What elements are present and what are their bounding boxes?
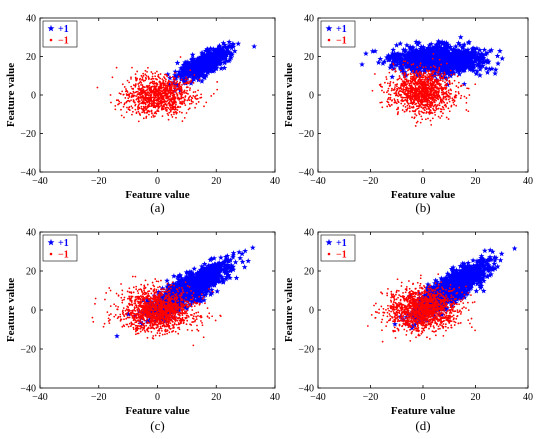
series-negative-points (366, 273, 476, 343)
x-tick-label: −40 (32, 176, 48, 187)
y-tick-label: 20 (26, 267, 36, 278)
x-axis-label: Feature value (125, 405, 189, 417)
series-positive-points (114, 244, 256, 339)
x-tick-label: 20 (211, 392, 221, 403)
legend: +1−1 (320, 234, 356, 262)
series-marks (392, 245, 518, 331)
y-tick-label: 40 (26, 14, 36, 25)
legend-label-negative: −1 (336, 250, 347, 261)
y-tick-label: −40 (20, 384, 36, 395)
x-axis-label: Feature value (391, 405, 455, 417)
panel-caption: (a) (150, 200, 164, 215)
y-axis-label: Feature value (5, 63, 17, 127)
series-marks (366, 273, 476, 343)
x-tick-label: 40 (270, 392, 280, 403)
x-tick-label: 0 (155, 176, 160, 187)
y-tick-label: 20 (26, 52, 36, 63)
legend: +1−1 (42, 234, 78, 262)
legend-label-negative: −1 (58, 250, 69, 261)
series-marks (371, 52, 477, 127)
legend-star-marker (47, 24, 55, 32)
legend-star-marker (325, 238, 333, 246)
y-tick-label: 20 (304, 52, 314, 63)
scatter-panel-1: −40 −20 0 20 40 40 20 0 −20 −40 Feature value Featu… (5, 14, 280, 216)
x-tick-label: −40 (32, 392, 48, 403)
x-tick-label: 20 (471, 392, 481, 403)
legend-label-negative: −1 (336, 36, 347, 47)
x-tick-label: 40 (523, 392, 533, 403)
y-tick-label: 0 (309, 306, 314, 317)
legend-star-marker (325, 24, 333, 32)
x-tick-label: −20 (363, 176, 379, 187)
series-marks (91, 275, 222, 347)
legend-label-positive: +1 (58, 24, 69, 35)
legend-dot-marker (49, 252, 53, 256)
series-marks (359, 34, 506, 88)
x-tick-label: 0 (421, 392, 426, 403)
x-tick-label: 40 (270, 176, 280, 187)
scatter-panel-4: −40 −20 0 20 40 40 20 0 −20 −40 Feature value Featu… (283, 228, 533, 434)
y-tick-label: −40 (298, 384, 314, 395)
y-tick-label: 0 (309, 91, 314, 102)
legend-label-positive: +1 (336, 24, 347, 35)
legend: +1−1 (42, 20, 78, 48)
y-tick-label: 20 (304, 267, 314, 278)
y-axis-label: Feature value (5, 278, 17, 342)
legend-dot-marker (327, 38, 331, 42)
x-tick-label: 40 (523, 176, 533, 187)
y-tick-label: −20 (298, 345, 314, 356)
y-tick-label: 40 (26, 228, 36, 239)
scatter-points (91, 244, 256, 347)
scatter-points (96, 39, 258, 123)
x-tick-label: −40 (310, 176, 326, 187)
y-tick-label: −40 (20, 168, 36, 179)
y-axis-label: Feature value (283, 278, 295, 342)
series-marks (96, 56, 219, 123)
series-negative-points (371, 52, 477, 127)
legend-dot-marker (49, 38, 53, 42)
panel-caption: (c) (150, 418, 164, 433)
panel-caption: (d) (415, 418, 430, 433)
y-tick-label: 40 (304, 14, 314, 25)
x-tick-label: 20 (211, 176, 221, 187)
x-axis-label: Feature value (125, 189, 189, 201)
legend-label-positive: +1 (58, 238, 69, 249)
x-axis-label: Feature value (391, 189, 455, 201)
y-tick-label: 0 (31, 91, 36, 102)
y-tick-label: −20 (20, 345, 36, 356)
scatter-points (359, 34, 506, 127)
y-tick-label: 40 (304, 228, 314, 239)
y-tick-label: −20 (298, 129, 314, 140)
legend-label-positive: +1 (336, 238, 347, 249)
x-tick-label: −20 (91, 176, 107, 187)
legend-label-negative: −1 (58, 36, 69, 47)
x-tick-label: −40 (310, 392, 326, 403)
x-tick-label: 20 (471, 176, 481, 187)
legend: +1−1 (320, 20, 356, 48)
scatter-panel-3: −40 −20 0 20 40 40 20 0 −20 −40 Feature value Featu… (5, 228, 280, 434)
y-axis-label: Feature value (283, 63, 295, 127)
scatter-panel-2: −40 −20 0 20 40 40 20 0 −20 −40 Feature value Featu… (283, 14, 533, 216)
legend-star-marker (47, 238, 55, 246)
x-tick-label: 0 (155, 392, 160, 403)
scatter-points (366, 245, 518, 343)
y-tick-label: 0 (31, 306, 36, 317)
x-tick-label: −20 (91, 392, 107, 403)
legend-dot-marker (327, 252, 331, 256)
y-tick-label: −40 (298, 168, 314, 179)
x-tick-label: 0 (421, 176, 426, 187)
series-negative-points (91, 275, 222, 347)
x-tick-label: −20 (363, 392, 379, 403)
y-tick-label: −20 (20, 129, 36, 140)
series-negative-points (96, 56, 219, 123)
series-marks (114, 244, 256, 339)
series-positive-points (359, 34, 506, 88)
panel-caption: (b) (415, 200, 430, 215)
series-positive-points (392, 245, 518, 331)
